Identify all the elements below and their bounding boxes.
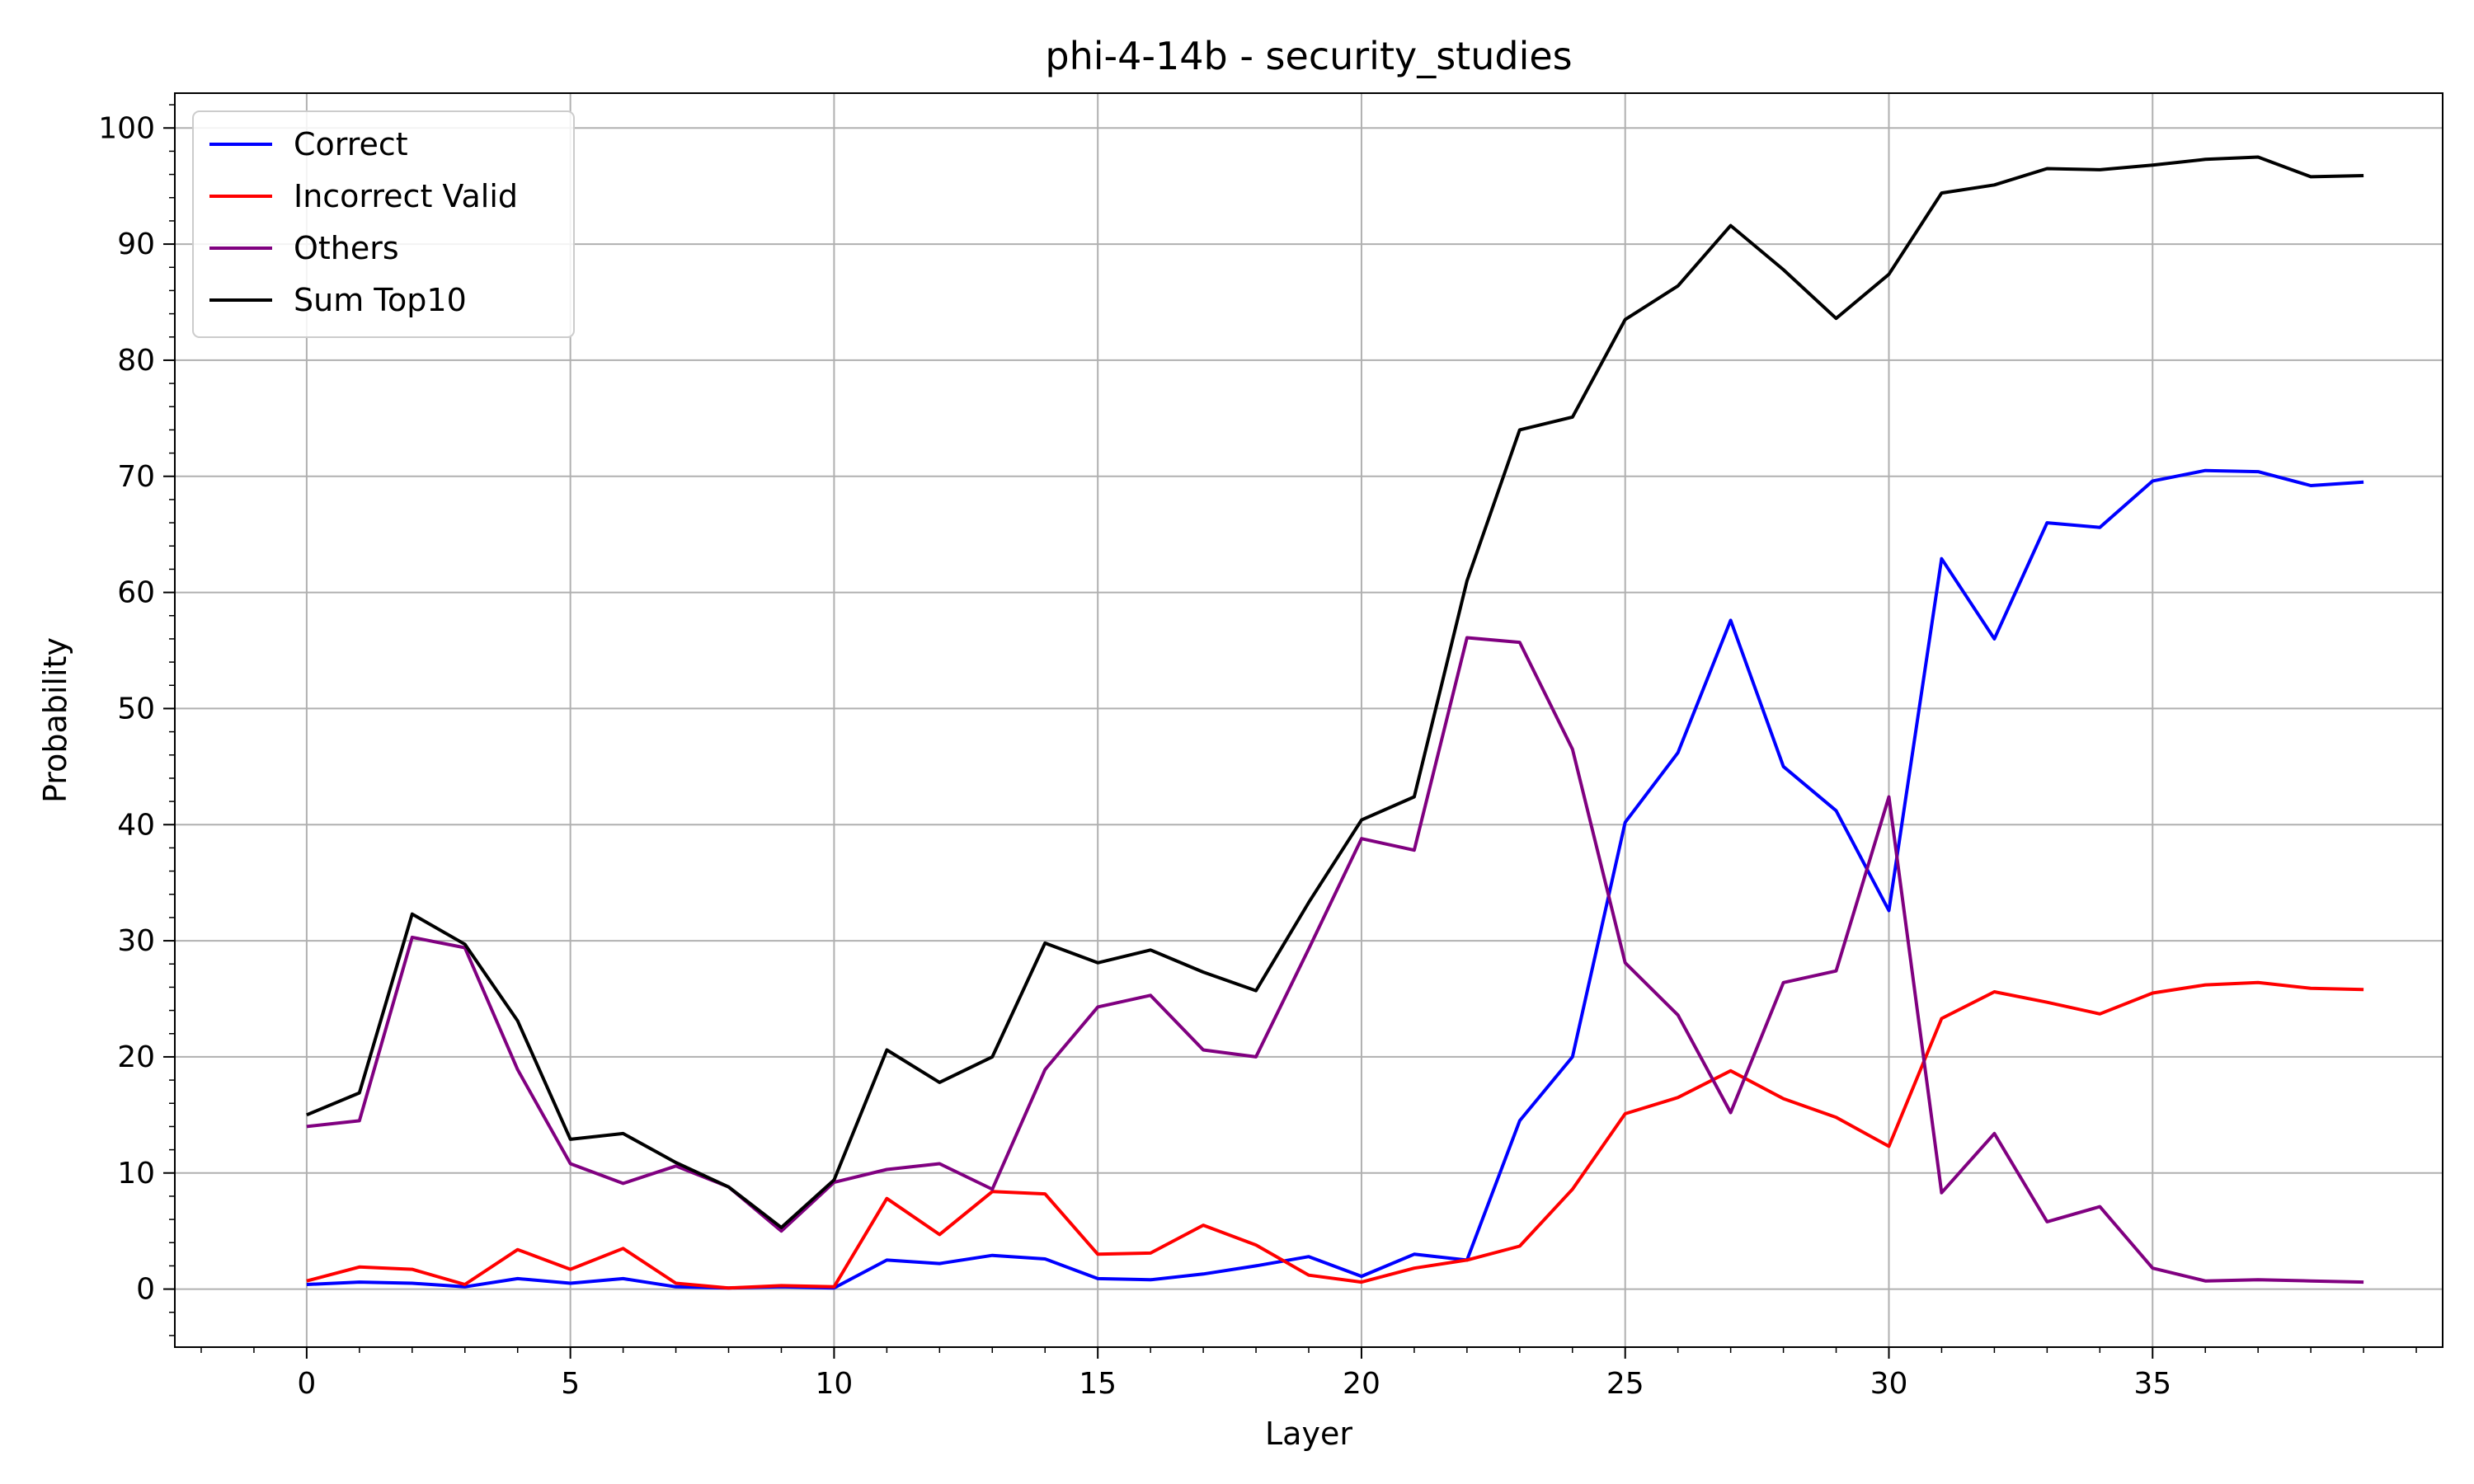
y-tick-label: 30 xyxy=(117,924,155,958)
series-line-others xyxy=(306,636,2364,1284)
y-tick-label: 60 xyxy=(117,576,155,610)
y-tick-label: 100 xyxy=(98,111,155,145)
y-tick-label: 90 xyxy=(117,228,155,261)
grid xyxy=(175,93,2443,1347)
series-line-sum-top10 xyxy=(306,155,2364,1229)
series-lines xyxy=(306,155,2364,1290)
legend: Correct Incorrect Valid Others Sum Top10 xyxy=(192,110,575,338)
chart-title: phi-4-14b - security_studies xyxy=(1045,34,1572,78)
x-tick-label: 10 xyxy=(816,1367,854,1401)
y-tick-label: 40 xyxy=(117,808,155,842)
x-tick-label: 20 xyxy=(1343,1367,1380,1401)
y-tick-label: 80 xyxy=(117,344,155,378)
y-tick-label: 0 xyxy=(136,1273,155,1307)
y-tick-label: 70 xyxy=(117,460,155,494)
y-axis-label: Probability xyxy=(37,637,73,803)
x-axis-label: Layer xyxy=(1265,1416,1352,1452)
series-line-incorrect-valid xyxy=(306,980,2364,1290)
x-tick-label: 15 xyxy=(1079,1367,1117,1401)
legend-label: Incorrect Valid xyxy=(294,178,518,214)
x-tick-label: 0 xyxy=(297,1367,316,1401)
y-tick-label: 20 xyxy=(117,1040,155,1074)
y-tick-label: 50 xyxy=(117,692,155,726)
x-tick-label: 5 xyxy=(561,1367,580,1401)
x-tick-label: 25 xyxy=(1606,1367,1644,1401)
legend-label: Correct xyxy=(294,126,408,162)
x-tick-label: 35 xyxy=(2133,1367,2171,1401)
series-line-correct xyxy=(306,468,2364,1290)
x-tick-label: 30 xyxy=(1870,1367,1908,1401)
legend-label: Others xyxy=(294,230,399,266)
legend-label: Sum Top10 xyxy=(294,282,467,318)
y-tick-label: 10 xyxy=(117,1157,155,1190)
legend-box xyxy=(192,110,575,338)
axis-ticks: 0 5 10 15 20 25 30 35 0 10 20 30 40 50 60 70 80 90 100 xyxy=(98,104,2417,1401)
